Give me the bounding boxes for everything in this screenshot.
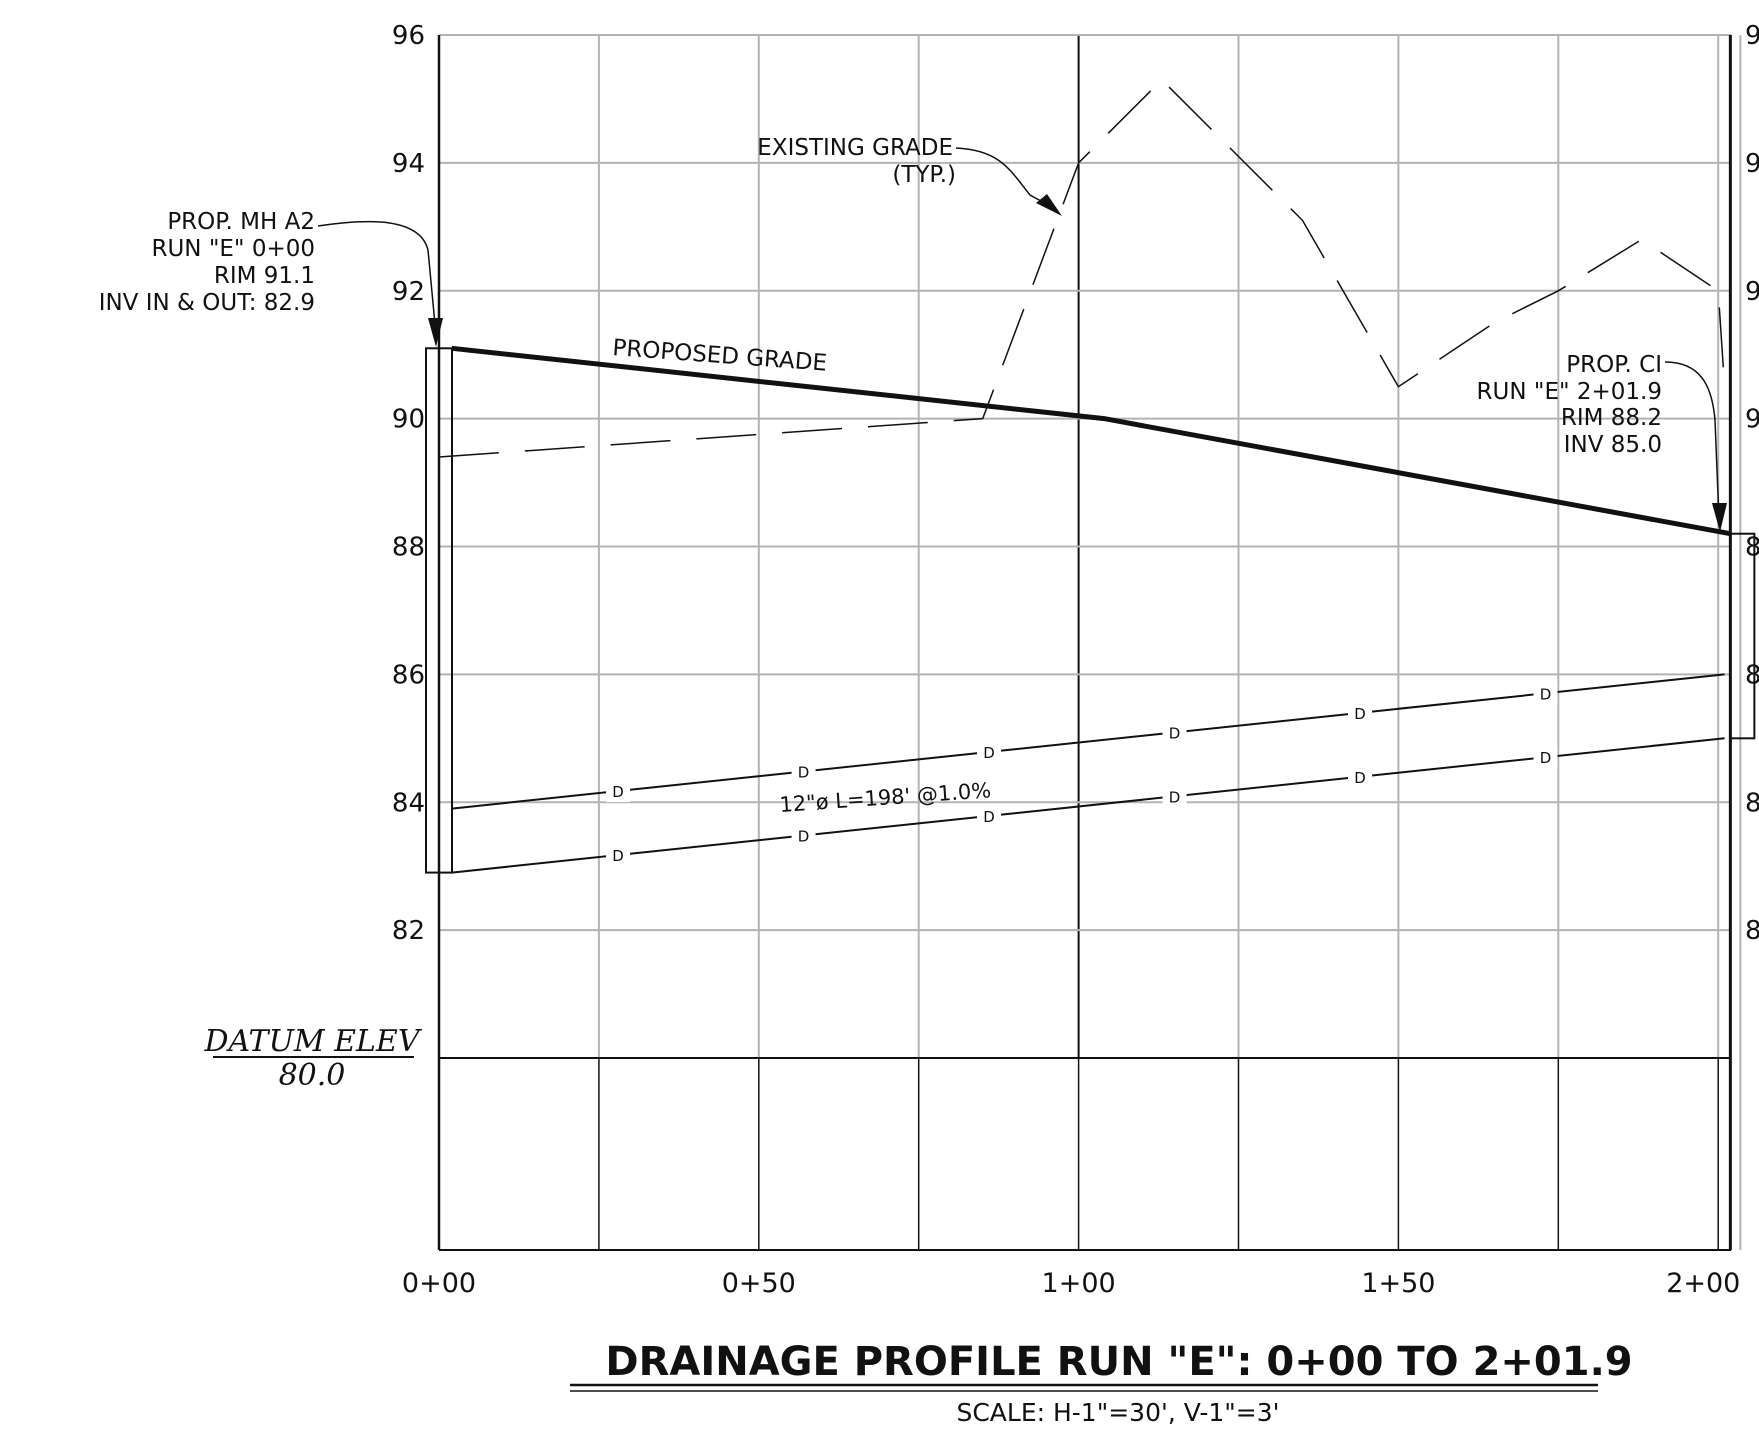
existing-grade-leader [955, 147, 1053, 208]
pipe-marker-label: D [612, 783, 624, 801]
y-tick-label: 84 [392, 788, 425, 818]
existing-grade-label: EXISTING GRADE [757, 135, 953, 161]
callout-ci-line-3: RIM 88.2 [1561, 405, 1662, 431]
pipe-invert-line [451, 737, 1725, 874]
pipe-marker-label: D [798, 764, 810, 782]
y-tick-label: 86 [392, 660, 425, 690]
pipe-marker-gap [606, 844, 631, 867]
callout-mh-arrowhead [428, 318, 443, 347]
profile-series [438, 78, 1731, 874]
title-block: DRAINAGE PROFILE RUN "E": 0+00 TO 2+01.9… [570, 1339, 1633, 1427]
y-tick-label-right: 94 [1745, 149, 1759, 179]
proposed-grade-line [451, 345, 1731, 537]
x-tick-label: 0+50 [722, 1268, 796, 1299]
drawing-scale: SCALE: H-1"=30', V-1"=3' [956, 1398, 1279, 1427]
x-tick-label: 1+50 [1361, 1268, 1435, 1299]
datum-label-title: DATUM ELEV [203, 1024, 422, 1059]
callout-existing-grade: EXISTING GRADE (TYP.) [757, 135, 1062, 216]
pipe-marker-gap [1162, 721, 1187, 744]
pipe-marker-gap [977, 740, 1002, 763]
pipe-marker-gap [1533, 682, 1558, 705]
x-tick-label: 1+00 [1042, 1268, 1116, 1299]
pipe-marker-gap [791, 760, 816, 783]
callout-ci-leader [1664, 361, 1720, 521]
pipe-marker-gap [791, 824, 816, 847]
pipe-marker-label: D [1540, 685, 1552, 703]
x-tick-label: 2+00 [1666, 1268, 1740, 1299]
y-tick-label: 96 [392, 21, 425, 51]
inlet-c1-box [1729, 532, 1756, 740]
structure-boxes [425, 347, 1756, 874]
y-axis-labels-right: 82 84 86 88 90 92 94 96 [1745, 21, 1759, 946]
callout-ci-line-1: PROP. CI [1566, 352, 1662, 378]
callout-inlet-c1: PROP. CI RUN "E" 2+01.9 RIM 88.2 INV 85.… [1477, 352, 1727, 532]
callout-manhole-a2: PROP. MH A2 RUN "E" 0+00 RIM 91.1 INV IN… [99, 209, 443, 347]
pipe-marker-label: D [1540, 749, 1552, 767]
datum-elevation: 80.0 [279, 1058, 346, 1093]
y-tick-label: 94 [392, 149, 425, 179]
y-tick-label: 88 [392, 533, 425, 563]
profile-data-band [439, 1058, 1731, 1251]
pipe-marker-label: D [983, 808, 995, 826]
pipe-marker-gap [1348, 765, 1373, 788]
pipe-marker-gap [977, 804, 1002, 827]
y-tick-label: 82 [392, 916, 425, 946]
callout-mh-line-1: PROP. MH A2 [167, 209, 315, 235]
pipe-marker-label: D [1169, 788, 1181, 806]
y-tick-label: 92 [392, 277, 425, 307]
existing-grade-arrowhead [1036, 194, 1062, 216]
manhole-a2-box-inner [438, 347, 453, 874]
existing-grade-typ-label: (TYP.) [892, 162, 956, 188]
callout-ci-arrowhead [1712, 503, 1727, 532]
x-axis-station-labels: 0+00 0+50 1+00 1+50 2+00 [402, 1268, 1740, 1299]
y-tick-label-right: 84 [1745, 788, 1759, 818]
pipe-marker-gap [1162, 785, 1187, 808]
callout-mh-line-2: RUN "E" 0+00 [151, 236, 315, 262]
drawing-title: DRAINAGE PROFILE RUN "E": 0+00 TO 2+01.9 [605, 1339, 1632, 1385]
callout-ci-line-2: RUN "E" 2+01.9 [1477, 379, 1662, 405]
pipe-marker-label: D [1169, 724, 1181, 742]
profile-grid [437, 34, 1742, 1250]
pipe-marker-label: D [1354, 769, 1366, 787]
y-tick-label-right: 88 [1745, 533, 1759, 563]
existing-grade-line [438, 78, 1726, 458]
pipe-marker-label: D [983, 744, 995, 762]
pipe-marker-label: D [1354, 705, 1366, 723]
callout-ci-line-4: INV 85.0 [1564, 432, 1662, 458]
callout-mh-leader [317, 220, 437, 336]
y-tick-label-right: 86 [1745, 660, 1759, 690]
manhole-a2-box-outer [425, 347, 440, 874]
datum-label: DATUM ELEV 80.0 [203, 1024, 422, 1093]
x-tick-label: 0+00 [402, 1268, 476, 1299]
pipe-marker-gap [606, 780, 631, 803]
callout-mh-line-3: RIM 91.1 [214, 263, 315, 289]
callout-mh-line-4: INV IN & OUT: 82.9 [99, 290, 315, 316]
pipe-size-label: 12"ø L=198' @1.0% [779, 778, 992, 817]
y-tick-label-right: 96 [1745, 21, 1759, 51]
pipe-marker-label: D [612, 847, 624, 865]
pipe-marker-label: D [798, 827, 810, 845]
y-tick-label-right: 82 [1745, 916, 1759, 946]
y-tick-label: 90 [392, 405, 425, 435]
y-tick-label-right: 92 [1745, 277, 1759, 307]
y-axis-labels-left: 82 84 86 88 90 92 94 96 [392, 21, 425, 946]
pipe-crown-line [451, 673, 1725, 810]
y-tick-label-right: 90 [1745, 405, 1759, 435]
pipe-marker-gap [1533, 746, 1558, 769]
pipe-markers: D D D D D D D D D D D D [606, 682, 1558, 867]
pipe-marker-gap [1348, 701, 1373, 724]
